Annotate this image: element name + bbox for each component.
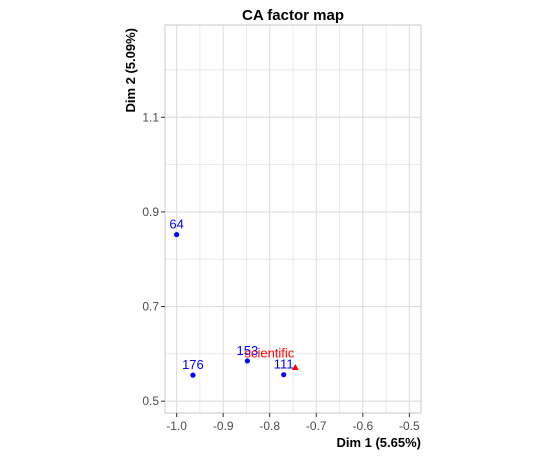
row-point-marker <box>244 358 250 364</box>
row-point-marker <box>174 232 180 238</box>
row-point-label: 176 <box>182 357 204 372</box>
row-point-marker <box>281 372 287 378</box>
gridlines <box>165 25 421 413</box>
x-tick-label: -0.8 <box>259 419 280 433</box>
x-tick-label: -0.6 <box>352 419 373 433</box>
chart-title: CA factor map <box>242 7 344 24</box>
plot-panel-border <box>164 24 422 414</box>
x-tick-label: -0.5 <box>399 419 420 433</box>
x-axis-ticks: -1.0 -0.9 -0.8 -0.7 -0.6 -0.5 <box>166 413 420 433</box>
x-tick-label: -0.9 <box>213 419 234 433</box>
row-point-marker <box>190 372 196 378</box>
y-tick-label: 1.1 <box>142 110 159 124</box>
row-point-label: 111 <box>274 357 294 372</box>
y-tick-label: 0.7 <box>142 300 159 314</box>
x-tick-label: -0.7 <box>306 419 327 433</box>
y-tick-label: 0.9 <box>142 205 159 219</box>
column-point-marker <box>292 363 299 370</box>
column-point-label: scientific <box>244 346 294 361</box>
y-axis-ticks: 0.5 0.7 0.9 1.1 <box>142 110 165 408</box>
row-point-label: 64 <box>169 217 183 232</box>
row-point-label: 153 <box>237 343 259 358</box>
x-axis-label: Dim 1 (5.65%) <box>336 435 421 450</box>
y-tick-label: 0.5 <box>142 394 159 408</box>
y-axis-label: Dim 2 (5.09%) <box>123 28 138 113</box>
x-tick-label: -1.0 <box>166 419 187 433</box>
